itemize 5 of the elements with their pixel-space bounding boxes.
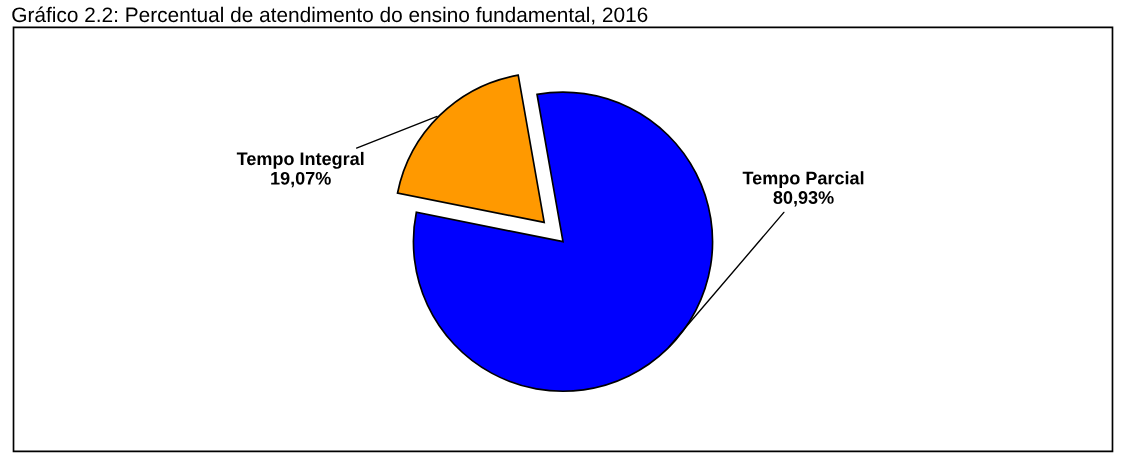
data-label: 19,07% [271,171,331,188]
chart-title: Gráfico 2.2: Percentual de atendimento do ensino fundamental, 2016 [12,6,648,25]
slice-label: Tempo Integral [236,151,364,169]
data-label: 80,93% [773,191,834,207]
slice-label: Tempo Parcial [742,171,864,189]
